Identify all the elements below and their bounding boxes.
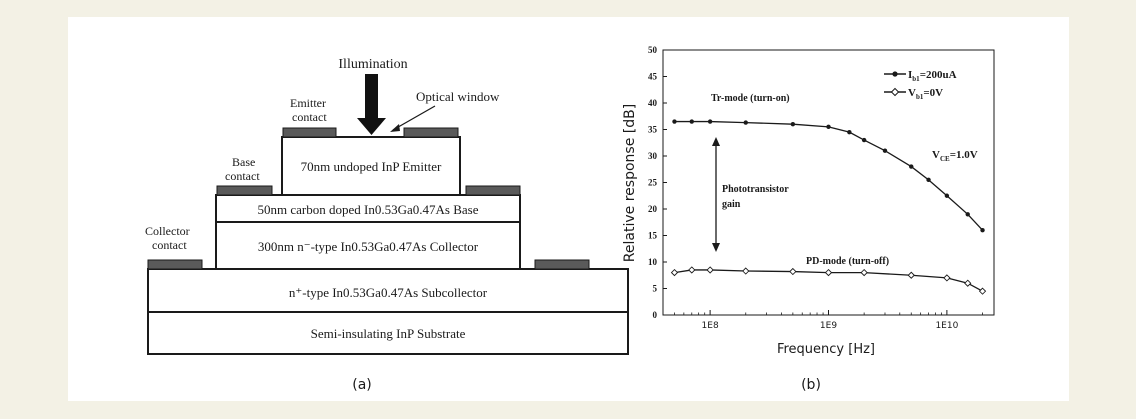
y-axis-label: Relative response [dB]: [622, 104, 638, 262]
emitter-contact-label: Emitter contact: [290, 96, 329, 124]
data-point-series-1: [707, 119, 713, 124]
gain-annotation-line2: gain: [722, 199, 741, 210]
data-point-series-1: [689, 119, 694, 124]
x-tick-label: 1E8: [702, 321, 719, 331]
data-point-series-2: [688, 266, 696, 274]
data-point-series-2: [907, 271, 915, 279]
data-point-series-1: [672, 119, 677, 124]
series-line-1: [674, 120, 984, 231]
legend: Ib1=200uA Vb1=0V: [884, 69, 957, 101]
legend-marker-open-diamond: [890, 87, 900, 97]
collector-layer-label: 300nm n⁻-type In0.53Ga0.47As Collector: [258, 239, 479, 254]
data-point-series-2: [943, 274, 951, 282]
data-point-series-2: [824, 268, 833, 277]
data-point-series-1: [944, 193, 950, 198]
emitter-contact-pad-right: [403, 127, 459, 138]
y-tick-label: 25: [648, 178, 658, 188]
base-layer-label: 50nm carbon doped In0.53Ga0.47As Base: [258, 202, 479, 217]
base-contact-label: Base contact: [225, 155, 260, 183]
x-tick-label: 1E10: [935, 321, 958, 331]
base-contact-pad-right: [465, 185, 521, 196]
illumination-arrow: [357, 74, 386, 135]
caption-a: (a): [352, 377, 372, 393]
base-contact-pad-left: [216, 185, 273, 196]
y-tick-label: 15: [648, 231, 658, 241]
collector-contact-pad-left: [147, 259, 203, 270]
data-point-series-2: [706, 266, 714, 274]
y-tick-label: 30: [648, 151, 658, 161]
emitter-contact-pad-left: [282, 127, 337, 138]
legend-label-ib: Ib1=200uA: [908, 69, 957, 83]
optical-window-label: Optical window: [416, 89, 500, 104]
data-point-series-1: [965, 212, 970, 217]
gain-double-arrow: [712, 137, 720, 252]
y-tick-label: 35: [648, 125, 658, 135]
gain-annotation-line1: Phototransistor: [722, 184, 789, 195]
data-point-series-1: [826, 124, 831, 130]
data-point-series-1: [926, 177, 931, 183]
vce-annotation: VCE=1.0V: [932, 149, 978, 163]
legend-item-ib: Ib1=200uA: [884, 69, 957, 83]
data-point-series-1: [980, 228, 985, 233]
emitter-layer-label: 70nm undoped InP Emitter: [301, 159, 442, 174]
y-tick-label: 0: [653, 310, 658, 320]
data-point-series-2: [742, 267, 750, 275]
data-point-series-1: [790, 122, 796, 127]
y-tick-label: 45: [648, 72, 658, 82]
substrate-layer: [147, 311, 629, 355]
legend-marker-filled-circle: [892, 71, 898, 77]
data-point-series-2: [978, 287, 987, 295]
y-tick-label: 50: [648, 45, 658, 55]
caption-b: (b): [801, 377, 821, 393]
y-tick-label: 40: [648, 98, 658, 108]
pd-mode-annotation: PD-mode (turn-off): [806, 256, 889, 267]
y-tick-label: 20: [648, 204, 658, 214]
x-tick-label: 1E9: [820, 321, 837, 331]
tr-mode-annotation: Tr-mode (turn-on): [711, 93, 790, 104]
data-point-series-1: [847, 129, 852, 135]
data-point-series-1: [861, 137, 867, 143]
emitter-layer: [281, 136, 461, 196]
data-point-series-2: [860, 268, 868, 277]
collector-contact-pad-right: [534, 259, 590, 270]
x-axis-label: Frequency [Hz]: [777, 342, 875, 357]
frequency-response-chart: 0 5 10 15 20 25 30 35 40 45 50 1E8 1E9 1E10: [648, 45, 995, 331]
data-point-series-2: [964, 279, 972, 287]
substrate-layer-label: Semi-insulating InP Substrate: [311, 326, 466, 341]
collector-layer: [215, 221, 521, 270]
illumination-label: Illumination: [338, 57, 407, 72]
y-tick-label: 5: [653, 284, 658, 294]
data-point-series-2: [670, 268, 679, 277]
data-point-series-1: [743, 120, 748, 125]
legend-item-vb: Vb1=0V: [884, 87, 943, 101]
subcollector-layer-label: n⁺-type In0.53Ga0.47As Subcollector: [289, 285, 488, 300]
data-point-series-1: [909, 164, 914, 169]
legend-label-vb: Vb1=0V: [908, 87, 943, 101]
collector-contact-label: Collector contact: [145, 224, 193, 252]
device-cross-section: [147, 136, 629, 355]
base-layer: [215, 194, 521, 223]
data-point-series-1: [882, 148, 888, 153]
optical-window-pointer: [390, 105, 436, 132]
y-tick-label: 10: [648, 257, 658, 267]
data-point-series-2: [789, 267, 797, 276]
